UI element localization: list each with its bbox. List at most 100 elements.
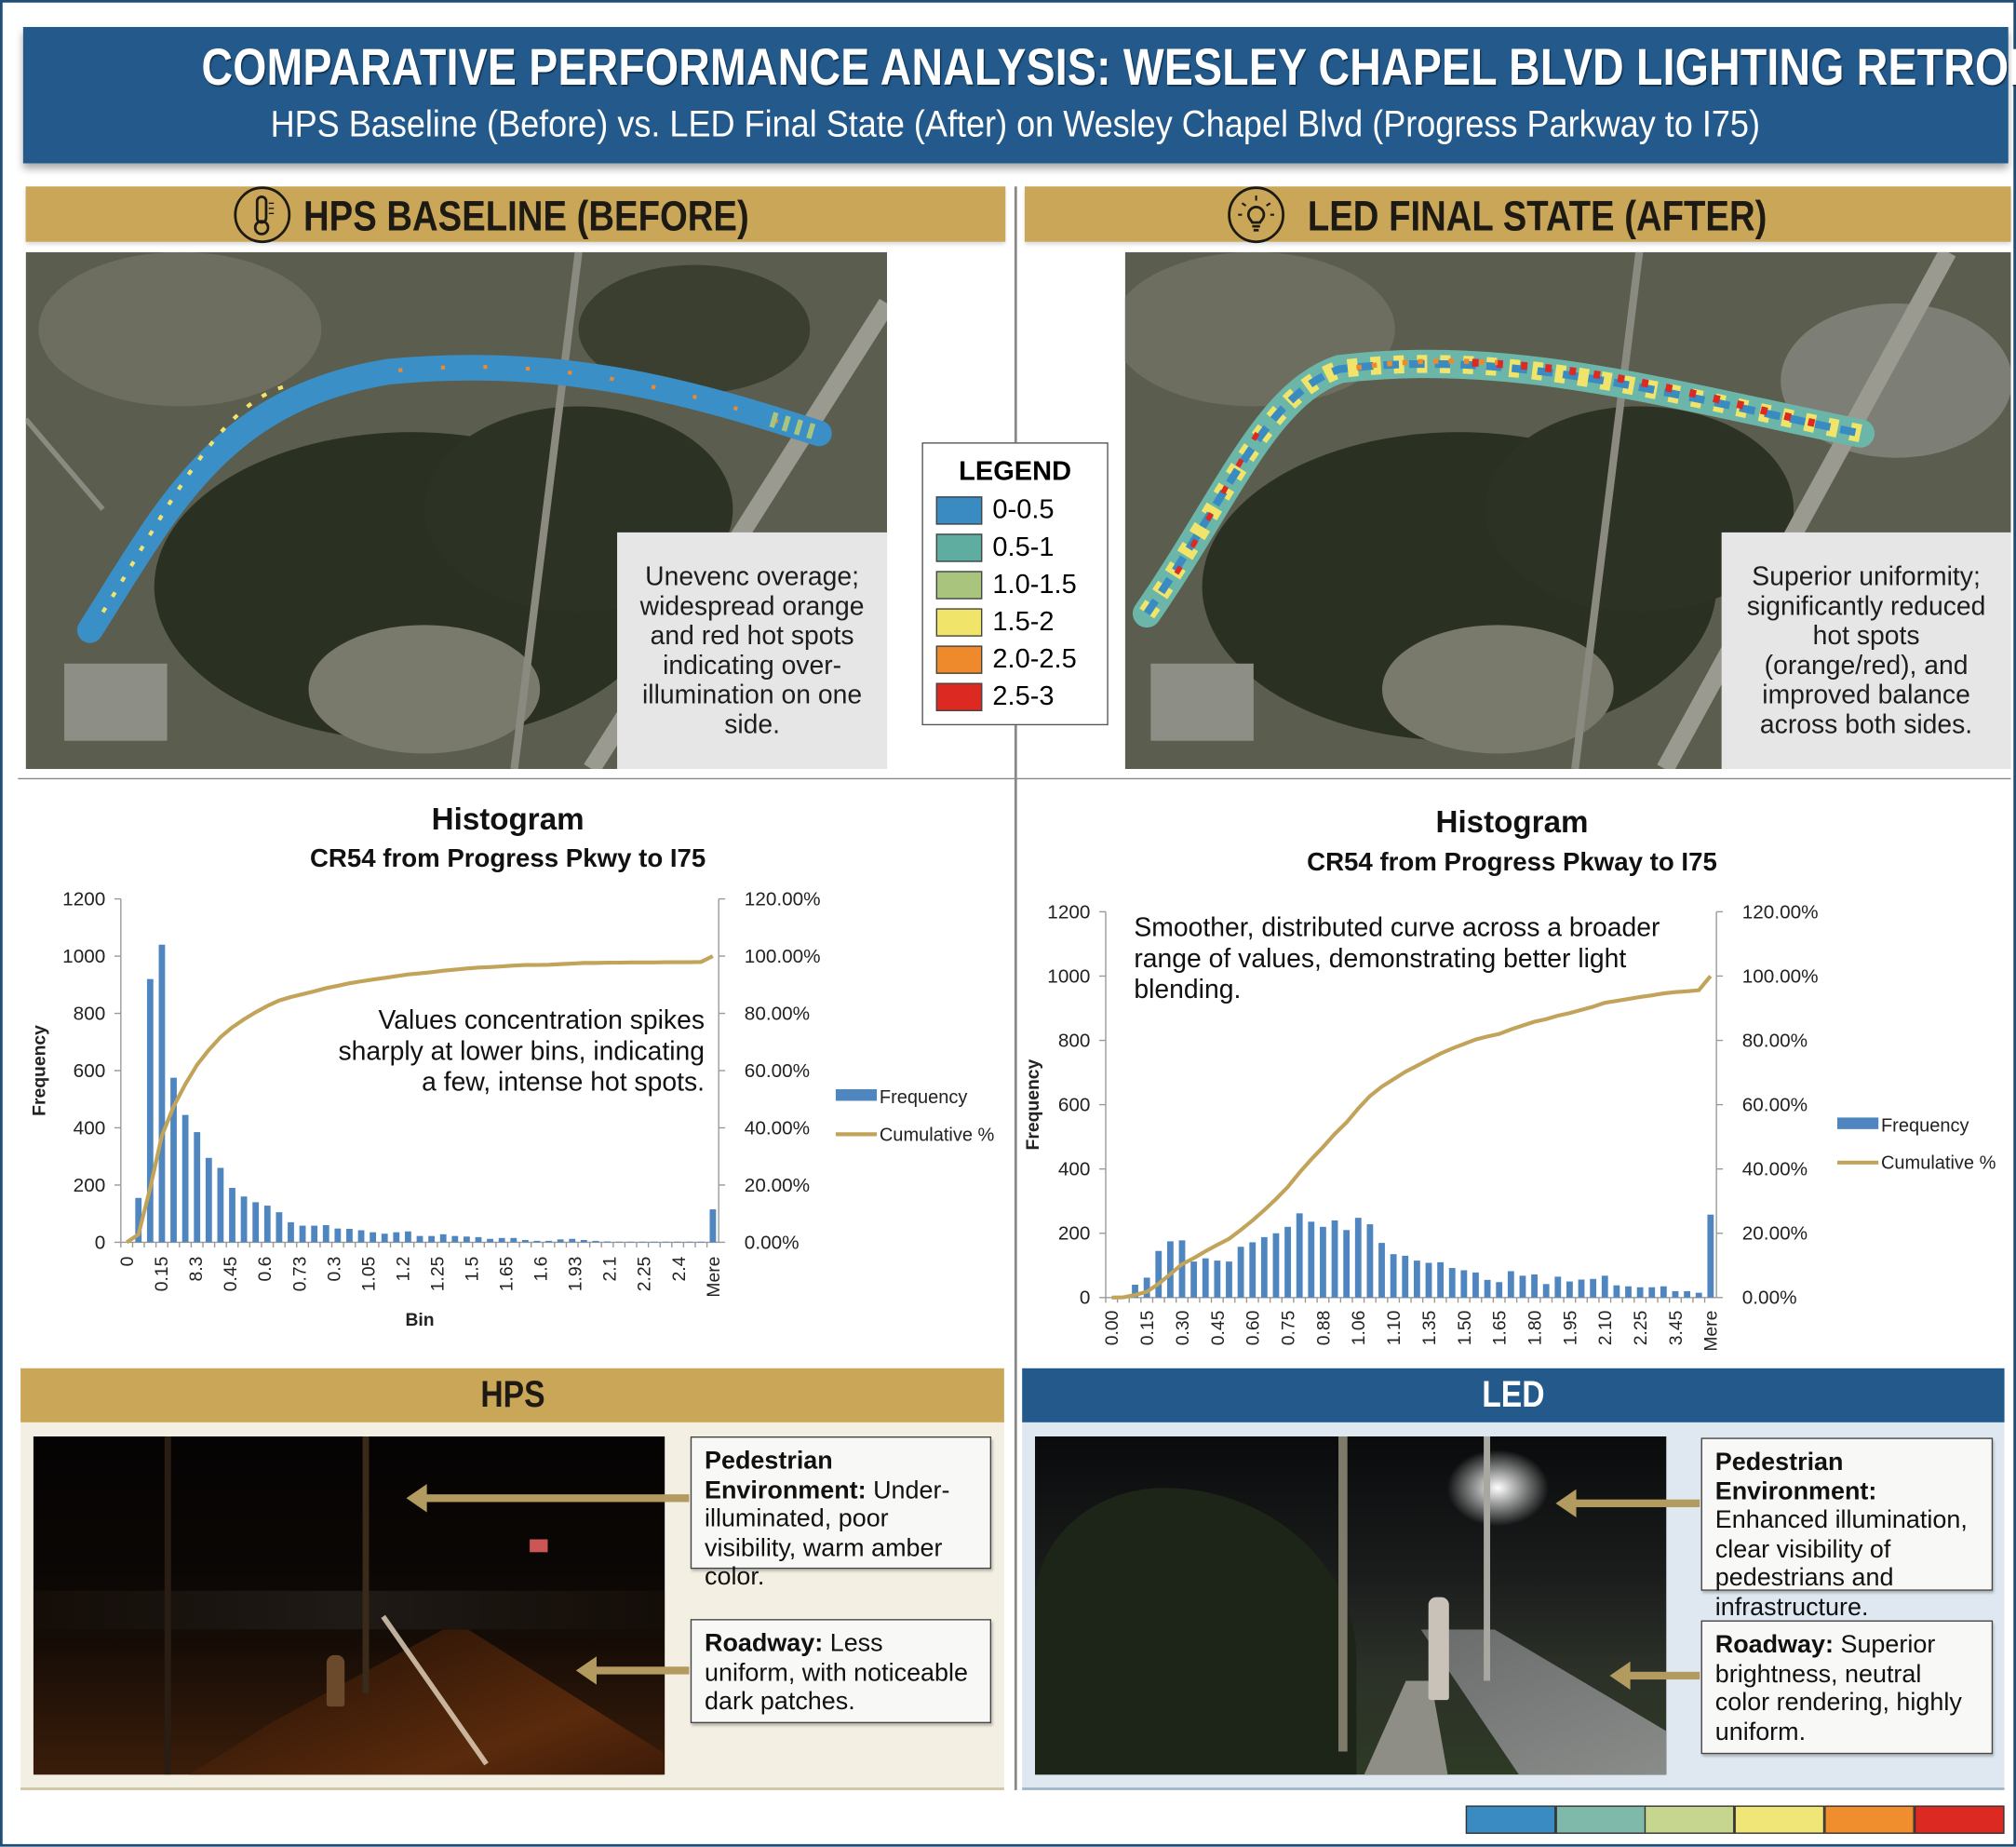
frequency-bar	[1296, 1213, 1303, 1298]
legend-swatch	[935, 682, 983, 711]
y-tick-label: 800	[74, 1003, 106, 1024]
frequency-bar	[1695, 1292, 1702, 1298]
frequency-bar	[405, 1231, 411, 1243]
y2-tick-label: 100.00%	[745, 946, 821, 967]
callout-label: Roadway:	[1714, 1630, 1834, 1659]
frequency-bar	[487, 1238, 493, 1243]
x-tick-label: Mere	[1702, 1311, 1722, 1352]
x-tick-label: 1.80	[1525, 1311, 1545, 1346]
y-tick-label: 1000	[1047, 965, 1090, 987]
arrow-left-icon	[575, 1656, 690, 1685]
legend-frequency-swatch	[835, 1089, 878, 1101]
frequency-bar	[1590, 1278, 1597, 1298]
frequency-bar	[1284, 1226, 1291, 1298]
y2-tick-label: 120.00%	[745, 888, 821, 910]
frequency-bar	[1190, 1261, 1198, 1298]
heatmap-legend: LEGEND 0-0.5 0.5-1 1.0-1.5 1.5-2 2.0-2.5 2.5-…	[921, 442, 1109, 726]
legend-swatch	[935, 645, 983, 674]
x-tick-label: 0.3	[325, 1257, 344, 1282]
frequency-bar	[1648, 1287, 1656, 1298]
frequency-bar	[181, 1114, 189, 1243]
y2-tick-label: 0.00%	[1742, 1288, 1797, 1309]
legend-label: 2.0-2.5	[992, 644, 1077, 674]
frequency-bar	[663, 1241, 669, 1243]
frequency-bar	[1378, 1243, 1385, 1298]
frequency-bar	[1320, 1226, 1326, 1298]
arrow-left-icon	[1555, 1489, 1700, 1518]
x-tick-label: 1.50	[1456, 1311, 1475, 1346]
y-tick-label: 400	[1058, 1159, 1091, 1180]
color-scale-segment	[1823, 1805, 1915, 1834]
x-tick-label: 1.05	[359, 1257, 379, 1292]
x-tick-label: 0.88	[1314, 1311, 1334, 1346]
x-tick-label: 0.00	[1103, 1311, 1122, 1346]
x-tick-label: Mere	[705, 1257, 724, 1298]
after-chart-annotation: Smoother, distributed curve across a bro…	[1134, 912, 1660, 1004]
frequency-bar	[276, 1212, 283, 1243]
frequency-bar	[252, 1202, 260, 1243]
frequency-bar	[428, 1235, 436, 1243]
before-chart-subtitle: CR54 from Progress Pkwy to I75	[309, 844, 706, 873]
frequency-bar	[1354, 1218, 1362, 1298]
legend-label: 0-0.5	[992, 494, 1055, 525]
x-tick-label: 2.4	[670, 1256, 690, 1281]
x-tick-label: 0	[118, 1257, 138, 1267]
pedestrian-figure	[326, 1654, 345, 1707]
y-tick-label: 600	[1058, 1095, 1091, 1116]
frequency-bar	[346, 1228, 353, 1243]
horizontal-divider	[18, 777, 2011, 780]
y-tick-label: 600	[74, 1060, 106, 1082]
x-tick-label: 1.2	[394, 1257, 413, 1282]
histogram-chart-after: 0 200 400 600 800 1000 1200 0.00% 20.00% 40.00% 60…	[1024, 901, 1996, 1351]
frequency-bar	[135, 1197, 142, 1243]
frequency-bar	[697, 1241, 705, 1243]
frequency-bar	[1202, 1258, 1209, 1298]
frequency-bar	[416, 1235, 423, 1243]
led-roadway-callout: Roadway: Superior brightness, neutral co…	[1700, 1620, 1994, 1755]
x-tick-label: 8.3	[187, 1257, 207, 1282]
thermometer-icon	[234, 186, 291, 244]
after-heatmap-map	[1124, 251, 2011, 770]
frequency-bar	[1542, 1284, 1550, 1298]
legend-cumulative-label: Cumulative %	[880, 1125, 995, 1145]
frequency-bar	[686, 1241, 693, 1243]
led-panel-title: LED	[1482, 1374, 1545, 1416]
x-tick-label: 0.60	[1244, 1311, 1264, 1346]
frequency-bar	[1613, 1285, 1620, 1298]
road-heatmap-trace	[76, 355, 832, 643]
pedestrian-figure	[1428, 1597, 1449, 1701]
frequency-bar	[217, 1167, 224, 1243]
frequency-bar	[381, 1234, 388, 1243]
frequency-bar	[229, 1188, 235, 1243]
y2-tick-label: 80.00%	[745, 1003, 810, 1024]
callout-text: Enhanced illumination, clear visibility …	[1714, 1505, 1968, 1622]
frequency-bar	[627, 1241, 635, 1243]
cumulative-line	[126, 954, 714, 1245]
y2-tick-label: 60.00%	[1742, 1095, 1808, 1116]
frequency-bar	[1601, 1275, 1608, 1298]
x-tick-label: 0.6	[256, 1257, 276, 1282]
frequency-bar	[592, 1240, 599, 1243]
frequency-bar	[1132, 1284, 1138, 1298]
frequency-bar	[510, 1237, 517, 1243]
frequency-bar	[1143, 1277, 1150, 1298]
frequency-bar	[580, 1239, 587, 1243]
after-map-note: Superior uniformity; significantly reduc…	[1721, 532, 2011, 770]
page-title: COMPARATIVE PERFORMANCE ANALYSIS: WESLEY…	[201, 39, 2016, 97]
x-tick-label: 3.45	[1667, 1311, 1687, 1346]
frequency-bar	[439, 1234, 447, 1243]
before-heading: HPS BASELINE (BEFORE)	[303, 191, 749, 239]
x-tick-label: 2.1	[601, 1257, 621, 1282]
y-tick-label: 400	[74, 1117, 106, 1139]
before-section-header: HPS BASELINE (BEFORE)	[25, 186, 1006, 244]
frequency-bar	[569, 1238, 576, 1243]
frequency-bar	[1226, 1261, 1232, 1298]
legend-swatch	[935, 496, 983, 525]
frequency-bar	[1496, 1282, 1503, 1298]
legend-frequency-label: Frequency	[880, 1087, 968, 1108]
frequency-bar	[1460, 1270, 1468, 1298]
legend-label: 1.5-2	[992, 607, 1055, 637]
lightbulb-icon	[1228, 186, 1284, 244]
y-tick-label: 1000	[62, 946, 105, 967]
